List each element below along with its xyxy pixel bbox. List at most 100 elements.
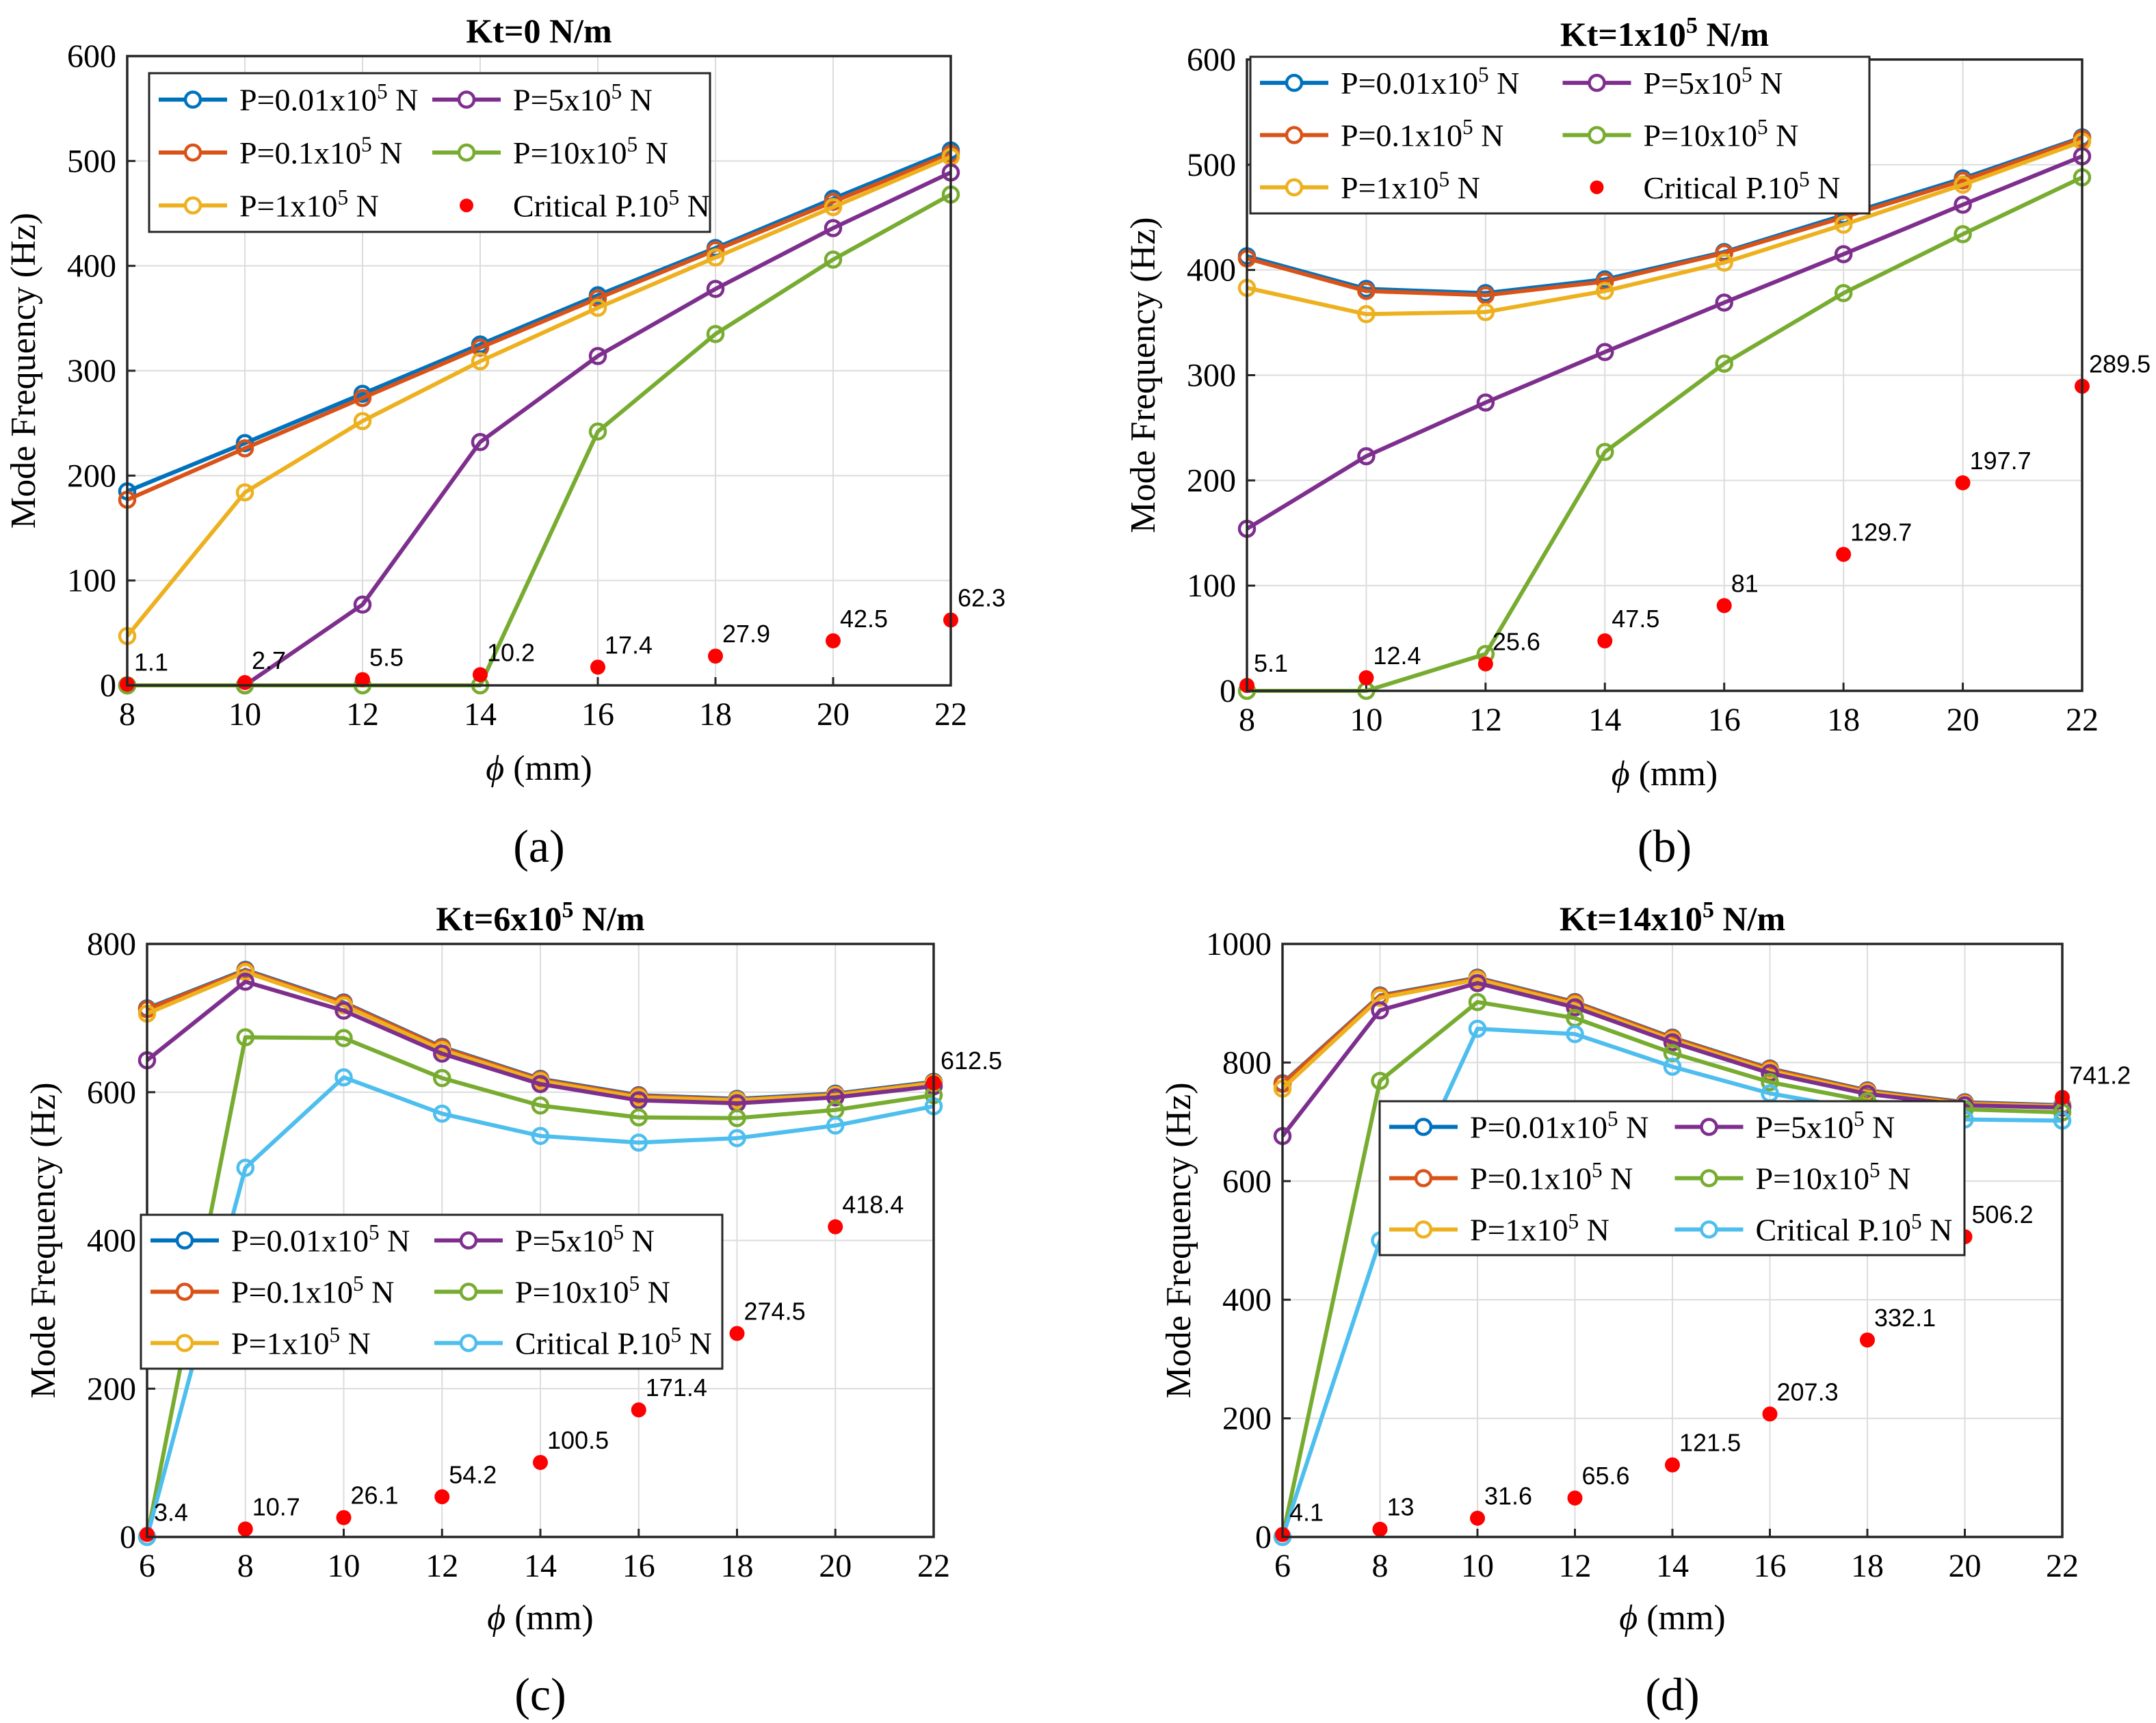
- legend-label-text: Critical P.10: [1644, 170, 1799, 205]
- series-point-3: [1954, 175, 1972, 194]
- legend-label: P=0.01x105 N: [239, 79, 418, 117]
- critical-point: [1597, 633, 1613, 648]
- critical-point-label: 741.2: [2069, 1061, 2131, 1089]
- x-tick-label: 16: [1754, 1548, 1787, 1584]
- x-axis-symbol: ϕ: [487, 1599, 505, 1637]
- series-point-6: [629, 1133, 648, 1152]
- series-point-3: [471, 352, 490, 371]
- legend-marker: [1588, 126, 1606, 144]
- y-tick-label: 100: [67, 563, 116, 599]
- legend-label-text: P=10x10: [515, 1275, 629, 1310]
- legend-label: Critical P.105 N: [515, 1323, 712, 1360]
- series-line-3: [125, 155, 952, 637]
- critical-point: [1567, 1490, 1583, 1506]
- legend-label-superscript: 5: [614, 1220, 625, 1244]
- legend: P=0.01x105 NP=0.1x105 NP=1x105 NP=5x105 …: [148, 72, 711, 233]
- x-tick-label: 16: [622, 1548, 655, 1584]
- chart-title-tail: N/m: [1698, 15, 1769, 53]
- legend-marker-dot: [1590, 180, 1604, 194]
- series-point-5: [236, 1028, 254, 1047]
- series-line-4: [127, 170, 952, 687]
- legend-label-superscript: 5: [1439, 167, 1450, 191]
- legend-marker: [1414, 1169, 1433, 1187]
- legend-label-superscript: 5: [1462, 115, 1473, 139]
- y-tick-label: 200: [67, 458, 116, 494]
- critical-point: [828, 1219, 843, 1235]
- critical-point-label: 1.1: [134, 648, 168, 676]
- critical-point-label: 289.5: [2089, 350, 2151, 378]
- x-tick-label: 14: [524, 1548, 557, 1584]
- legend-marker: [183, 90, 202, 109]
- legend-marker: [1414, 1118, 1433, 1136]
- series-point-4: [471, 433, 490, 451]
- y-axis-label: Mode Frequency (Hz): [1124, 217, 1163, 533]
- series-point-3: [1834, 215, 1853, 234]
- legend-label-superscript: 5: [1592, 1158, 1603, 1182]
- critical-point-label: 10.2: [487, 638, 535, 666]
- critical-point: [1716, 598, 1732, 614]
- legend-marker: [457, 90, 476, 109]
- critical-point: [729, 1326, 745, 1341]
- series-point-6: [728, 1129, 746, 1148]
- chart-title-superscript: 5: [562, 897, 573, 923]
- x-tick-label: 10: [1350, 702, 1382, 738]
- x-tick-label: 20: [1947, 702, 1980, 738]
- legend-marker: [1285, 126, 1304, 144]
- legend-marker-dot: [460, 198, 473, 213]
- chart-title: Kt=6x105 N/m: [436, 897, 644, 938]
- x-tick-label: 14: [1656, 1548, 1689, 1584]
- axes-box: [126, 55, 952, 687]
- critical-point: [590, 659, 605, 675]
- critical-point-label: 13: [1387, 1493, 1415, 1521]
- axes-box: [1281, 943, 2064, 1538]
- x-tick-label: 22: [2046, 1548, 2079, 1584]
- legend-label-superscript: 5: [353, 1272, 364, 1295]
- x-axis-unit: (mm): [504, 749, 592, 788]
- series-point-5: [1596, 443, 1614, 462]
- critical-point-label: 27.9: [722, 620, 770, 648]
- legend-label-superscript: 5: [1568, 1209, 1579, 1233]
- legend-marker: [1700, 1220, 1718, 1239]
- critical-point: [1955, 475, 1971, 490]
- x-tick-label: 18: [721, 1548, 754, 1584]
- legend-marker: [1414, 1220, 1433, 1239]
- legend-box: [140, 1213, 724, 1370]
- legend-label-tail: N: [681, 1326, 712, 1361]
- legend-label-tail: N: [1880, 1161, 1911, 1196]
- legend-label-text: P=0.1x10: [239, 135, 361, 170]
- legend-label-superscript: 5: [1911, 1209, 1922, 1233]
- x-axis-label: ϕ (mm): [487, 1599, 593, 1637]
- critical-point: [336, 1510, 352, 1525]
- series-point-2: [1476, 286, 1495, 304]
- critical-point-label: 54.2: [449, 1460, 497, 1488]
- legend-label-tail: N: [1768, 118, 1799, 153]
- y-tick-label: 100: [1187, 568, 1236, 604]
- series-point-3: [334, 996, 353, 1015]
- legend-label-superscript: 5: [1757, 115, 1768, 139]
- x-tick-label: 18: [1827, 702, 1860, 738]
- critical-point: [1762, 1406, 1778, 1422]
- critical-point-label: 207.3: [1777, 1378, 1839, 1406]
- series-line-2: [1246, 136, 2083, 298]
- legend-label-tail: N: [348, 188, 379, 223]
- critical-point: [1836, 547, 1852, 562]
- critical-point: [1477, 656, 1493, 672]
- x-tick-label: 8: [237, 1548, 254, 1584]
- legend-label-text: P=5x10: [1756, 1110, 1854, 1145]
- legend-label-tail: N: [1618, 1110, 1649, 1145]
- x-tick-label: 18: [699, 696, 732, 733]
- legend-marker: [457, 143, 476, 162]
- legend-label-superscript: 5: [1799, 167, 1810, 191]
- series-point-4: [1357, 447, 1376, 466]
- critical-point: [826, 633, 841, 648]
- legend-label-text: P=0.01x10: [231, 1224, 369, 1259]
- chart-title: Kt=0 N/m: [466, 12, 612, 50]
- legend-label: P=0.01x105 N: [1341, 63, 1519, 101]
- series-point-4: [1476, 393, 1495, 412]
- legend-box: [1378, 1100, 1966, 1257]
- series-point-2: [1357, 282, 1376, 300]
- legend-label-superscript: 5: [330, 1323, 341, 1347]
- legend-label: P=10x105 N: [515, 1272, 670, 1309]
- legend-label-text: P=1x10: [1341, 170, 1439, 205]
- y-tick-label: 200: [1222, 1401, 1272, 1437]
